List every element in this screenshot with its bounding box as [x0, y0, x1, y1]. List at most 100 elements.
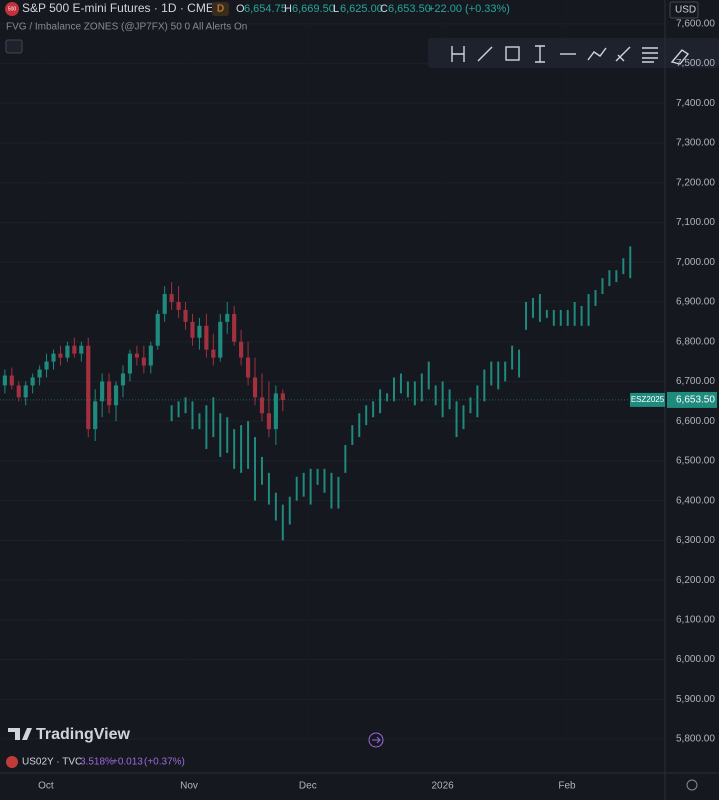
- candle-body: [51, 353, 56, 362]
- candle-body: [148, 345, 153, 366]
- price-tag: 6,653.50: [676, 395, 715, 406]
- candle-body: [16, 385, 21, 398]
- y-tick-label: 7,100.00: [676, 217, 715, 228]
- candle-body: [86, 345, 91, 430]
- footer-symbol[interactable]: US02Y · TVC: [22, 757, 82, 768]
- brand-logo: [8, 728, 32, 740]
- candle-body: [23, 385, 28, 398]
- candle-body: [252, 377, 258, 398]
- y-tick-label: 6,500.00: [676, 456, 715, 467]
- flag: [6, 756, 18, 768]
- y-tick-label: 7,000.00: [676, 257, 715, 268]
- y-tick-label: 6,200.00: [676, 575, 715, 586]
- settings-button[interactable]: [686, 779, 698, 791]
- candle-body: [273, 393, 278, 430]
- symbol-tag: ESZ2025: [631, 395, 665, 404]
- x-tick-label: Nov: [180, 781, 198, 792]
- x-tick-label: Dec: [299, 781, 317, 792]
- tool-pen[interactable]: [670, 49, 690, 65]
- y-tick-label: 6,600.00: [676, 416, 715, 427]
- badge: D: [217, 4, 224, 15]
- candle-body: [120, 373, 126, 386]
- candle-body: [190, 321, 195, 338]
- tool-rect[interactable]: [505, 46, 520, 61]
- badge-bg: [212, 2, 229, 16]
- candle-body: [65, 345, 70, 358]
- candle-body: [259, 397, 265, 414]
- candle-body: [9, 375, 14, 386]
- h-label: H: [284, 3, 292, 15]
- symbol-icon-text: 500: [8, 6, 17, 12]
- candle-body: [162, 294, 167, 314]
- c-value: 6,653.50: [388, 3, 431, 15]
- y-tick-label: 7,500.00: [676, 58, 715, 69]
- y-tick-label: 6,800.00: [676, 336, 715, 347]
- x-tick-label: Oct: [38, 781, 54, 792]
- y-tick-label: 5,800.00: [676, 734, 715, 745]
- candle-body: [93, 401, 98, 430]
- candle-body: [176, 301, 181, 310]
- goto-icon: [372, 736, 381, 744]
- tool-fib[interactable]: [642, 47, 658, 63]
- candle-body: [100, 381, 105, 402]
- candle-body: [245, 357, 251, 378]
- candle-body: [280, 393, 285, 400]
- currency-box[interactable]: [669, 1, 699, 19]
- h-value: 6,669.50: [292, 3, 335, 15]
- footer-change: +0.013: [112, 757, 143, 768]
- candle-body: [127, 353, 133, 374]
- candle-body: [37, 369, 42, 378]
- y-tick-label: 5,900.00: [676, 694, 715, 705]
- tool-path[interactable]: [587, 47, 607, 61]
- symbol-title[interactable]: S&P 500 E-mini Futures · 1D · CME: [22, 1, 214, 15]
- candle-body: [183, 309, 188, 322]
- brand: TradingView: [36, 726, 131, 743]
- footer-value: 3.518%: [80, 757, 114, 768]
- y-tick-label: 6,300.00: [676, 535, 715, 546]
- candle-body: [113, 385, 119, 406]
- candle-body: [204, 325, 209, 350]
- tool-text[interactable]: [535, 45, 545, 63]
- o-label: O: [236, 3, 245, 15]
- y-tick-label: 7,400.00: [676, 98, 715, 109]
- symbol-tag-bg: [630, 392, 665, 407]
- candle-body: [72, 345, 77, 354]
- y-tick-label: 6,700.00: [676, 376, 715, 387]
- candle-body: [2, 375, 7, 386]
- candle-body: [266, 413, 272, 430]
- tool-line[interactable]: [477, 46, 493, 62]
- candle-body: [58, 353, 63, 358]
- collapse-button[interactable]: [5, 39, 23, 54]
- candle-body: [107, 381, 112, 406]
- change: +22.00 (+0.33%): [428, 3, 510, 15]
- candle-body: [134, 353, 139, 358]
- candle-body: [155, 313, 160, 346]
- footer-change-pct: (+0.37%): [144, 757, 185, 768]
- tool-range[interactable]: [451, 46, 465, 62]
- candle-body: [169, 294, 174, 302]
- candle-body: [197, 325, 202, 338]
- candle-body: [30, 377, 35, 386]
- tool-brush[interactable]: [615, 46, 631, 62]
- y-tick-label: 6,000.00: [676, 654, 715, 665]
- candle-body: [79, 345, 84, 354]
- c-label: C: [380, 3, 388, 15]
- plot-area: [0, 246, 665, 541]
- y-tick-label: 6,900.00: [676, 297, 715, 308]
- symbol-icon: [5, 2, 19, 16]
- price-tag-bg: [667, 391, 717, 408]
- candle-body: [141, 357, 146, 366]
- o-value: 6,654.75: [244, 3, 287, 15]
- x-tick-label: 2026: [432, 781, 455, 792]
- y-tick-label: 6,100.00: [676, 614, 715, 625]
- candle-body: [232, 313, 237, 342]
- footer-bar: [0, 752, 665, 772]
- y-tick-label: 6,400.00: [676, 495, 715, 506]
- indicator[interactable]: FVG / Imbalance ZONES (@JP7FX) 50 0 All …: [6, 22, 247, 33]
- candle-body: [218, 321, 223, 358]
- candle-body: [211, 349, 216, 358]
- l-value: 6,625.00: [340, 3, 383, 15]
- y-tick-label: 7,300.00: [676, 138, 715, 149]
